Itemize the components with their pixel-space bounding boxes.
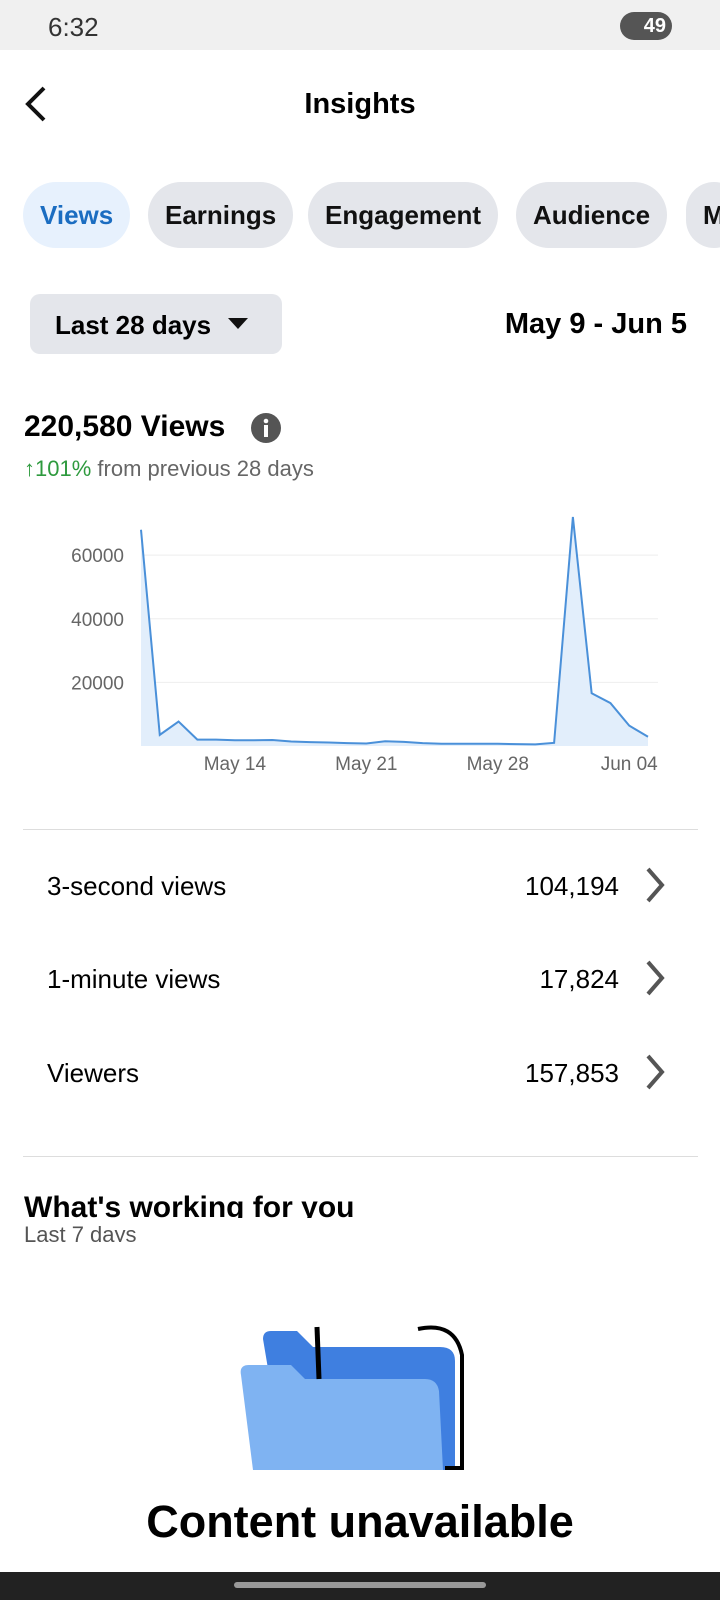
metric-label: 3-second views [47,871,227,901]
metric-value: 17,824 [539,964,619,994]
area [141,517,648,746]
change-line: ↑101% from previous 28 days [24,456,314,482]
status-bar: 6:32 49 [0,0,720,50]
section-title: What's working for you [24,1191,355,1218]
home-handle[interactable] [234,1582,486,1588]
y-tick-label: 20000 [71,673,124,694]
total-views: 220,580 Views [24,410,226,443]
chevron-path [646,1054,665,1090]
x-tick-label: Jun 04 [601,754,658,775]
metric-value: 104,194 [525,871,619,901]
x-tick-label: May 28 [467,754,529,775]
chevron-path [646,960,665,996]
metric-value: 157,853 [525,1058,619,1088]
nav-bar [0,1572,720,1600]
tab[interactable]: Earnings [148,182,294,248]
folder-illustration [240,1325,464,1470]
tab[interactable]: M [686,182,720,248]
tab[interactable]: Audience [516,182,668,248]
chevron [646,867,665,903]
date-dropdown[interactable]: Last 28 days [30,294,282,354]
section-subtitle: Last 7 days [24,1222,137,1242]
dropdown-label: Last 28 days [55,310,212,340]
divider [23,829,698,830]
divider [23,1156,698,1157]
chevron [646,1054,665,1090]
change-note: from previous 28 days [97,456,314,481]
metric-label: 1-minute views [47,964,221,994]
tab[interactable]: Views [23,182,131,248]
empty-message: Content unavailable [146,1496,574,1547]
battery: 49 [620,12,672,40]
clock: 6:32 [48,12,99,42]
back-button[interactable] [22,84,52,124]
date-range: May 9 - Jun 5 [504,308,687,340]
y-tick-label: 40000 [71,610,124,631]
tab[interactable]: Engagement [308,182,499,248]
dropdown-arrow [228,318,248,329]
metric-row[interactable]: 3-second views 104,194 [47,865,667,905]
views-chart: 20000 40000 60000 May 14 May 21 May 28 Jun 04 [71,516,658,775]
change-percent: ↑101% [24,456,92,481]
y-tick-label: 60000 [71,546,124,567]
x-tick-label: May 14 [204,754,267,775]
x-tick-label: May 21 [335,754,397,775]
chevron [646,960,665,996]
chevron-path [646,867,665,903]
metric-label: Viewers [47,1058,140,1088]
metric-row[interactable]: 1-minute views 17,824 [47,958,667,998]
info-icon[interactable] [250,412,282,444]
line [140,516,649,746]
page-title: Insights [304,88,416,120]
metric-row[interactable]: Viewers 157,853 [47,1052,667,1092]
